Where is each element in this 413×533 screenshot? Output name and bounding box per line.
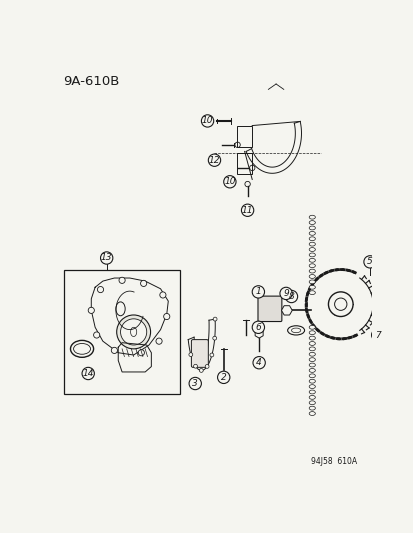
Ellipse shape — [309, 248, 315, 252]
Ellipse shape — [309, 259, 315, 262]
Ellipse shape — [309, 231, 315, 235]
Circle shape — [201, 115, 213, 127]
Text: 9A-610B: 9A-610B — [64, 75, 120, 88]
Circle shape — [252, 286, 264, 298]
Circle shape — [241, 204, 253, 216]
Circle shape — [252, 357, 265, 369]
Ellipse shape — [309, 274, 315, 278]
Ellipse shape — [309, 253, 315, 257]
Circle shape — [363, 256, 375, 268]
Text: 1: 1 — [255, 287, 261, 296]
Ellipse shape — [309, 342, 315, 345]
Circle shape — [159, 292, 166, 298]
Circle shape — [279, 287, 292, 300]
Ellipse shape — [309, 285, 315, 289]
Bar — [64, 270, 179, 393]
Ellipse shape — [309, 406, 315, 410]
Bar — [236, 126, 252, 147]
Ellipse shape — [309, 358, 315, 361]
Ellipse shape — [309, 325, 315, 329]
Circle shape — [223, 175, 235, 188]
Circle shape — [189, 377, 201, 390]
Text: 3: 3 — [192, 379, 198, 388]
Ellipse shape — [309, 242, 315, 246]
Text: 10: 10 — [223, 177, 235, 186]
Circle shape — [97, 287, 103, 293]
Text: 5: 5 — [366, 257, 372, 266]
Ellipse shape — [309, 221, 315, 224]
Circle shape — [111, 348, 117, 353]
Circle shape — [156, 338, 162, 344]
Circle shape — [193, 364, 197, 368]
Circle shape — [82, 367, 94, 379]
Text: 4: 4 — [256, 358, 261, 367]
Ellipse shape — [309, 347, 315, 351]
Ellipse shape — [309, 290, 315, 295]
Circle shape — [328, 292, 352, 317]
Circle shape — [212, 336, 216, 340]
Circle shape — [93, 332, 100, 338]
Circle shape — [120, 319, 146, 345]
Circle shape — [334, 298, 346, 310]
Circle shape — [116, 315, 150, 349]
Ellipse shape — [309, 395, 315, 399]
Circle shape — [100, 252, 113, 264]
Text: 2: 2 — [220, 373, 226, 382]
Ellipse shape — [309, 269, 315, 273]
Ellipse shape — [309, 280, 315, 284]
Ellipse shape — [309, 226, 315, 230]
Ellipse shape — [309, 411, 315, 415]
Text: 11: 11 — [241, 206, 253, 215]
Ellipse shape — [309, 390, 315, 394]
Ellipse shape — [287, 326, 304, 335]
Ellipse shape — [309, 379, 315, 383]
Circle shape — [119, 277, 125, 284]
Ellipse shape — [309, 215, 315, 219]
Text: 7: 7 — [374, 330, 380, 340]
Circle shape — [205, 365, 209, 368]
Circle shape — [199, 368, 203, 373]
Circle shape — [88, 308, 94, 313]
Circle shape — [371, 329, 383, 341]
Ellipse shape — [309, 264, 315, 268]
Ellipse shape — [309, 363, 315, 367]
Circle shape — [217, 371, 229, 384]
Circle shape — [213, 317, 216, 321]
Circle shape — [208, 154, 220, 166]
Ellipse shape — [309, 336, 315, 340]
FancyBboxPatch shape — [191, 340, 208, 367]
Text: 8: 8 — [288, 292, 294, 301]
Bar — [236, 152, 252, 174]
Text: 12: 12 — [208, 156, 220, 165]
Ellipse shape — [309, 368, 315, 373]
Ellipse shape — [309, 401, 315, 405]
Circle shape — [209, 353, 213, 357]
Text: 10: 10 — [201, 116, 213, 125]
Circle shape — [138, 350, 144, 356]
Ellipse shape — [309, 374, 315, 378]
Ellipse shape — [309, 352, 315, 356]
Circle shape — [188, 353, 192, 357]
Text: 94J58  610A: 94J58 610A — [310, 457, 356, 466]
Text: 13: 13 — [101, 254, 112, 262]
Circle shape — [163, 313, 169, 320]
Text: 14: 14 — [82, 369, 94, 378]
Circle shape — [285, 290, 297, 303]
Text: 9: 9 — [282, 289, 288, 298]
FancyBboxPatch shape — [257, 296, 281, 321]
Ellipse shape — [309, 331, 315, 335]
Text: 6: 6 — [255, 323, 261, 332]
Circle shape — [140, 280, 146, 287]
Ellipse shape — [309, 385, 315, 389]
Ellipse shape — [309, 237, 315, 241]
Circle shape — [252, 321, 264, 334]
